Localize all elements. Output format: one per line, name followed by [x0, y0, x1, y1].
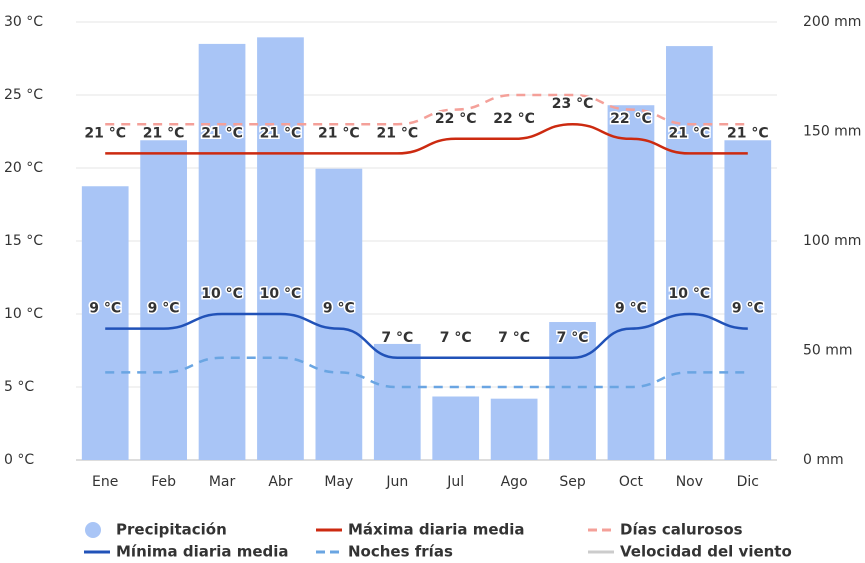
- data-label: 22 °C: [435, 111, 477, 127]
- data-label: 21 °C: [318, 125, 360, 141]
- data-label: 9 °C: [732, 301, 764, 317]
- data-label: 21 °C: [143, 125, 185, 141]
- data-label: 7 °C: [557, 330, 589, 346]
- legend-label: Noches frías: [348, 543, 453, 561]
- data-label: 21 °C: [669, 125, 711, 141]
- y-tick-label: 25 °C: [4, 87, 43, 103]
- data-label: 21 °C: [84, 125, 126, 141]
- y-tick-label: 20 °C: [4, 160, 43, 176]
- bar: [490, 398, 538, 460]
- bar: [140, 140, 187, 460]
- line: [105, 122, 748, 155]
- legend-label: Precipitación: [116, 521, 227, 539]
- y-tick-label: 15 °C: [4, 233, 43, 249]
- data-label: 9 °C: [148, 301, 180, 317]
- legend-label: Velocidad del viento: [620, 543, 792, 561]
- y2-tick-label: 200 mm: [803, 14, 861, 30]
- data-label: 21 °C: [727, 125, 769, 141]
- x-tick-label: Oct: [619, 474, 644, 490]
- bar: [198, 43, 246, 461]
- x-tick-label: Sep: [559, 474, 586, 490]
- bar: [432, 396, 480, 460]
- bar: [724, 140, 772, 460]
- data-label: 10 °C: [669, 286, 711, 302]
- x-tick-label: Jun: [385, 474, 408, 490]
- x-tick-label: Nov: [676, 474, 703, 490]
- dashed-line: [105, 356, 748, 389]
- bar: [315, 168, 363, 461]
- y2-tick-label: 0 mm: [803, 452, 844, 468]
- y2-tick-label: 150 mm: [803, 124, 861, 140]
- bar: [81, 186, 129, 460]
- y-tick-label: 30 °C: [4, 14, 43, 30]
- data-label: 7 °C: [440, 330, 472, 346]
- data-label: 7 °C: [498, 330, 530, 346]
- bar: [549, 322, 596, 460]
- y2-tick-label: 50 mm: [803, 343, 853, 359]
- x-tick-label: Ene: [92, 474, 118, 490]
- data-label: 22 °C: [493, 111, 535, 127]
- data-label: 21 °C: [376, 125, 418, 141]
- data-label: 9 °C: [89, 301, 121, 317]
- y-tick-label: 5 °C: [4, 379, 34, 395]
- data-label: 23 °C: [552, 96, 594, 112]
- data-label: 21 °C: [201, 125, 243, 141]
- data-label: 10 °C: [201, 286, 243, 302]
- data-label: 10 °C: [260, 286, 302, 302]
- x-tick-label: Abr: [268, 474, 292, 490]
- data-label: 9 °C: [323, 301, 355, 317]
- legend-label: Máxima diaria media: [348, 521, 525, 539]
- data-label: 22 °C: [610, 111, 652, 127]
- y-tick-label: 10 °C: [4, 306, 43, 322]
- data-label: 9 °C: [615, 301, 647, 317]
- legend-label: Días calurosos: [620, 521, 743, 539]
- bar: [373, 343, 421, 460]
- bar: [257, 37, 304, 460]
- x-tick-label: Mar: [209, 474, 236, 490]
- data-label: 7 °C: [381, 330, 413, 346]
- y2-tick-label: 100 mm: [803, 233, 861, 249]
- x-tick-label: Jul: [446, 474, 464, 490]
- data-label: 21 °C: [260, 125, 302, 141]
- legend-swatch: [85, 522, 101, 538]
- line: [105, 312, 748, 360]
- legend-label: Mínima diaria media: [116, 543, 289, 561]
- x-tick-label: May: [324, 474, 353, 490]
- bar: [607, 105, 655, 460]
- dashed-line: [105, 93, 748, 126]
- x-tick-label: Ago: [501, 474, 528, 490]
- x-tick-label: Dic: [737, 474, 759, 490]
- y-tick-label: 0 °C: [4, 452, 34, 468]
- bar: [666, 46, 713, 461]
- x-tick-label: Feb: [151, 474, 176, 490]
